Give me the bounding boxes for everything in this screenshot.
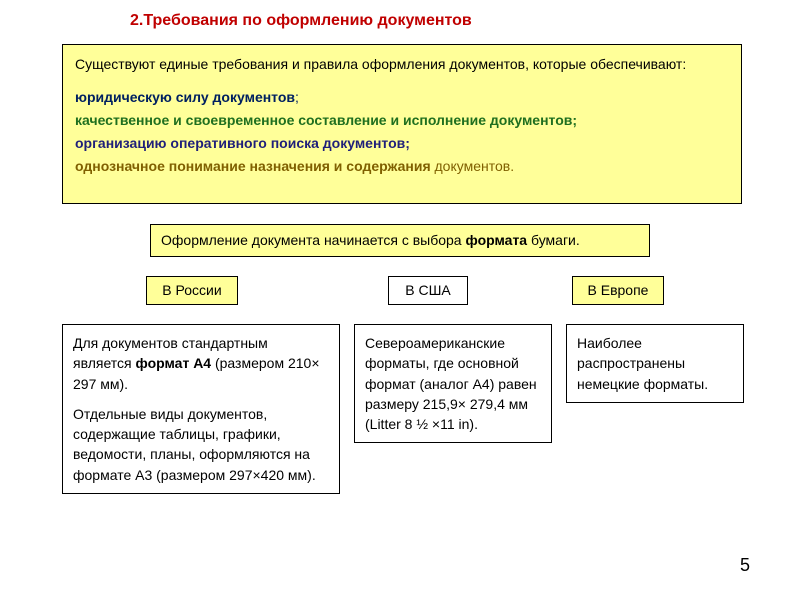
- title-text: 2.Требования по оформлению документов: [130, 12, 472, 29]
- subtitle-bold: формата: [466, 232, 531, 248]
- column-europe: Наиболее распространены немецкие форматы…: [566, 324, 744, 403]
- main-point-search: организацию оперативного поиска документ…: [75, 134, 729, 153]
- column-russia: Для документов стандартным является форм…: [62, 324, 340, 494]
- subtitle-pre: Оформление документа начинается с выбора: [161, 232, 466, 248]
- ru-p2: Отдельные виды документов, содержащие та…: [73, 404, 329, 485]
- meaning-bold: однозначное понимание назначения и содер…: [75, 158, 435, 174]
- main-intro: Существуют единые требования и правила о…: [75, 55, 729, 74]
- tag-usa: В США: [388, 276, 468, 305]
- tag-russia: В России: [146, 276, 238, 305]
- column-usa: Североамериканские форматы, где основной…: [354, 324, 552, 443]
- main-requirements-box: Существуют единые требования и правила о…: [62, 44, 742, 204]
- meaning-tail: документов.: [435, 158, 515, 174]
- subtitle-post: бумаги.: [531, 232, 580, 248]
- section-title: 2.Требования по оформлению документов: [130, 12, 472, 30]
- legal-text: юридическую силу документов: [75, 89, 295, 105]
- main-point-meaning: однозначное понимание назначения и содер…: [75, 157, 729, 176]
- main-point-legal: юридическую силу документов;: [75, 88, 729, 107]
- main-point-quality: качественное и своевременное составление…: [75, 111, 729, 130]
- tag-europe: В Европе: [572, 276, 664, 305]
- ru-p1: Для документов стандартным является форм…: [73, 333, 329, 394]
- format-subtitle-box: Оформление документа начинается с выбора…: [150, 224, 650, 257]
- page-number: 5: [740, 555, 750, 576]
- legal-suffix: ;: [295, 89, 299, 105]
- ru-p1-bold: формат А4: [136, 355, 212, 371]
